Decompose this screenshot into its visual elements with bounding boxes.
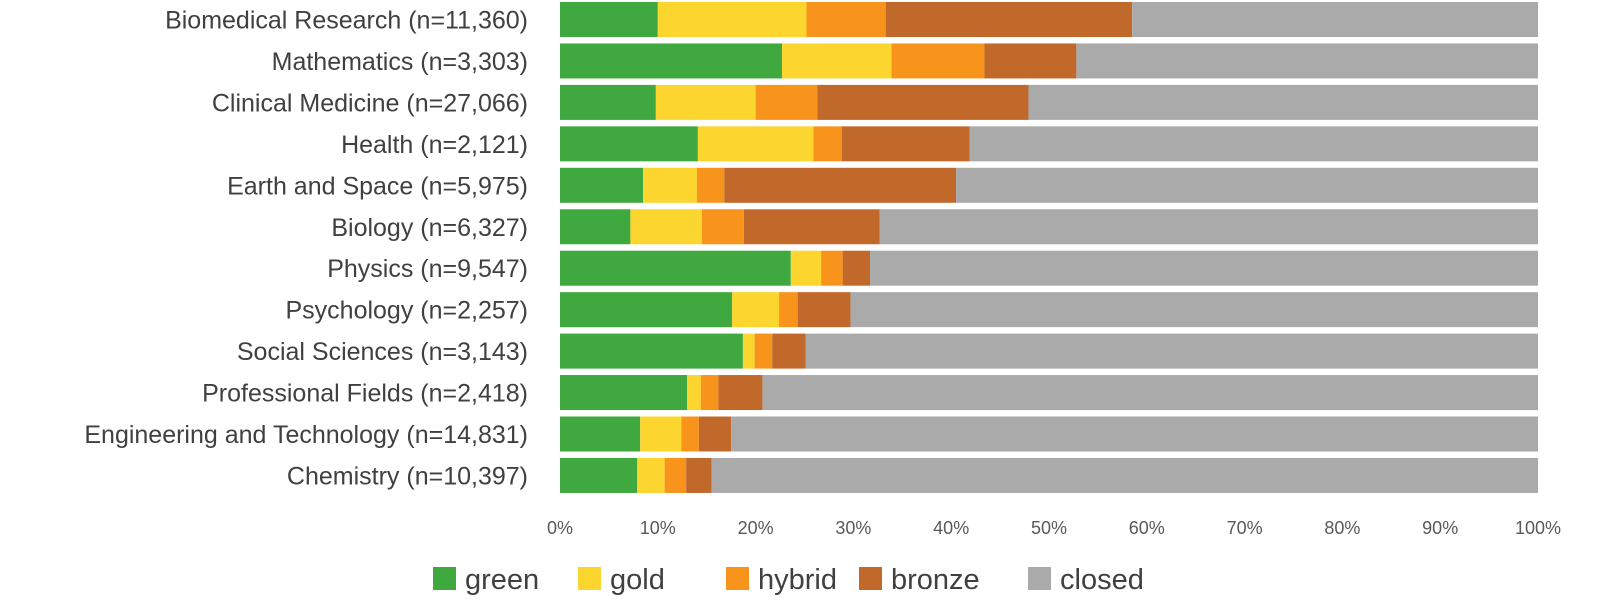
x-tick-label: 20%: [738, 518, 774, 538]
bar-segment-green: [560, 84, 656, 120]
category-label: Engineering and Technology (n=14,831): [84, 421, 528, 449]
bar-segment-hybrid: [696, 167, 725, 203]
bar-segment-bronze: [797, 292, 851, 328]
bar-segment-gold: [630, 209, 702, 245]
bar-segment-bronze: [772, 333, 806, 369]
legend-label-closed: closed: [1060, 564, 1144, 596]
category-label: Professional Fields (n=2,418): [202, 380, 528, 408]
x-tick-label: 70%: [1227, 518, 1263, 538]
x-tick-label: 30%: [835, 518, 871, 538]
bar-segment-green: [560, 375, 688, 411]
legend-swatch-bronze: [859, 567, 882, 590]
bar-segment-gold: [697, 126, 814, 162]
bar-segment-bronze: [743, 209, 880, 245]
x-tick-label: 80%: [1324, 518, 1360, 538]
x-tick-label: 40%: [933, 518, 969, 538]
bar-segment-green: [560, 209, 631, 245]
bar-segment-closed: [1132, 2, 1538, 37]
x-tick-label: 0%: [547, 518, 573, 538]
x-tick-label: 60%: [1129, 518, 1165, 538]
bar-segment-green: [560, 333, 743, 369]
bar-segment-hybrid: [806, 2, 886, 37]
bar-segment-hybrid: [701, 209, 744, 245]
legend-label-bronze: bronze: [891, 564, 980, 596]
legend-swatch-hybrid: [726, 567, 749, 590]
bar-segment-green: [560, 126, 698, 162]
bar-segment-gold: [640, 416, 682, 452]
bar-segment-closed: [731, 416, 1538, 452]
bar-segment-closed: [1076, 43, 1538, 79]
bars-group: [560, 2, 1538, 493]
bar-segment-green: [560, 292, 733, 328]
x-tick-label: 100%: [1515, 518, 1561, 538]
bar-segment-gold: [732, 292, 780, 328]
category-label: Physics (n=9,547): [327, 255, 528, 283]
legend-swatch-green: [433, 567, 456, 590]
x-tick-label: 50%: [1031, 518, 1067, 538]
bar-segment-hybrid: [664, 457, 687, 493]
legend-label-gold: gold: [610, 564, 665, 596]
category-label: Biomedical Research (n=11,360): [165, 7, 528, 35]
bar-segment-green: [560, 2, 658, 37]
bar-segment-closed: [1028, 84, 1538, 120]
bar-segment-gold: [687, 375, 701, 411]
bar-segment-hybrid: [681, 416, 699, 452]
bar-segment-hybrid: [779, 292, 798, 328]
legend-label-green: green: [465, 564, 539, 596]
bar-segment-closed: [969, 126, 1538, 162]
bar-segment-closed: [805, 333, 1538, 369]
bar-segment-green: [560, 457, 638, 493]
bar-segment-hybrid: [754, 333, 773, 369]
bar-segment-gold: [782, 43, 892, 79]
bar-segment-gold: [643, 167, 697, 203]
category-label: Earth and Space (n=5,975): [227, 172, 528, 200]
bar-segment-hybrid: [821, 250, 843, 286]
bar-segment-gold: [790, 250, 822, 286]
bar-segment-hybrid: [813, 126, 842, 162]
x-tick-label: 10%: [640, 518, 676, 538]
x-tick-label: 90%: [1422, 518, 1458, 538]
bar-segment-bronze: [724, 167, 957, 203]
bar-segment-closed: [879, 209, 1538, 245]
category-labels: Biomedical Research (n=11,360) Mathematic…: [84, 7, 528, 491]
bar-segment-green: [560, 167, 644, 203]
bar-segment-green: [560, 416, 641, 452]
category-label: Clinical Medicine (n=27,066): [212, 89, 528, 117]
category-label: Health (n=2,121): [341, 131, 528, 159]
bar-segment-green: [560, 43, 783, 79]
legend-label-hybrid: hybrid: [758, 564, 837, 596]
bar-segment-closed: [711, 457, 1538, 493]
bar-segment-hybrid: [755, 84, 818, 120]
bar-segment-closed: [850, 292, 1538, 328]
bar-segment-closed: [870, 250, 1538, 286]
x-axis-tick-labels: 0% 10% 20% 30% 40% 50% 60% 70% 80% 90% 100%: [547, 518, 1561, 538]
bar-segment-gold: [657, 2, 807, 37]
bar-segment-bronze: [885, 2, 1133, 37]
category-label: Biology (n=6,327): [331, 214, 528, 242]
bar-segment-closed: [956, 167, 1538, 203]
bar-segment-hybrid: [700, 375, 719, 411]
bar-segment-green: [560, 250, 791, 286]
category-label: Social Sciences (n=3,143): [237, 338, 528, 366]
category-label: Mathematics (n=3,303): [272, 48, 528, 76]
bar-segment-closed: [762, 375, 1538, 411]
bar-segment-gold: [637, 457, 665, 493]
bar-segment-bronze: [686, 457, 712, 493]
legend-swatch-gold: [578, 567, 601, 590]
bar-segment-hybrid: [891, 43, 985, 79]
bar-segment-bronze: [698, 416, 732, 452]
legend: green gold hybrid bronze closed: [433, 564, 1144, 596]
bar-segment-bronze: [842, 250, 871, 286]
bar-segment-gold: [742, 333, 755, 369]
bar-segment-bronze: [817, 84, 1029, 120]
bar-segment-bronze: [718, 375, 763, 411]
bar-segment-gold: [655, 84, 756, 120]
bar-segment-bronze: [841, 126, 970, 162]
category-label: Chemistry (n=10,397): [287, 462, 528, 490]
bar-segment-bronze: [984, 43, 1077, 79]
category-label: Psychology (n=2,257): [285, 297, 528, 325]
legend-swatch-closed: [1028, 567, 1051, 590]
